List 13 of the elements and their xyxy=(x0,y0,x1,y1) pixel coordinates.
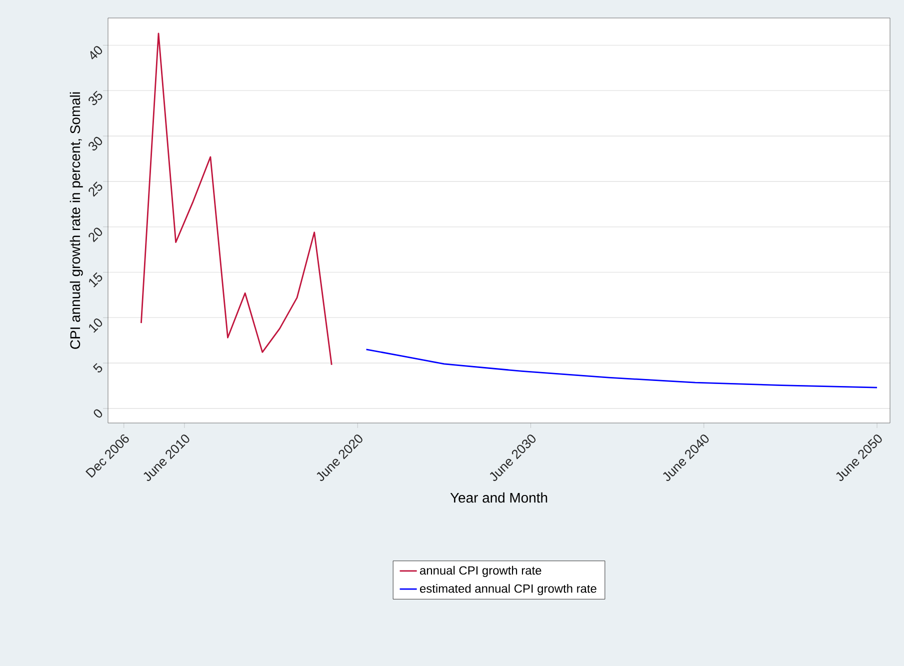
y-tick-label: 20 xyxy=(88,228,102,242)
y-tick-label: 10 xyxy=(89,318,102,333)
y-tick-label: 35 xyxy=(88,90,102,106)
y-tick-label: 5 xyxy=(93,363,102,372)
y-tick-label: 30 xyxy=(88,136,102,151)
y-tick-label: 0 xyxy=(94,409,102,418)
y-axis-title: CPI annual growth rate in percent, Somali xyxy=(70,92,83,349)
x-axis-title: Year and Month xyxy=(450,492,548,503)
y-tick-label: 40 xyxy=(90,46,102,60)
legend-label: estimated annual CPI growth rate xyxy=(420,584,596,596)
y-tick-label: 25 xyxy=(88,182,102,197)
legend-label: annual CPI growth rate xyxy=(420,566,542,578)
y-tick-label: 15 xyxy=(89,272,102,288)
